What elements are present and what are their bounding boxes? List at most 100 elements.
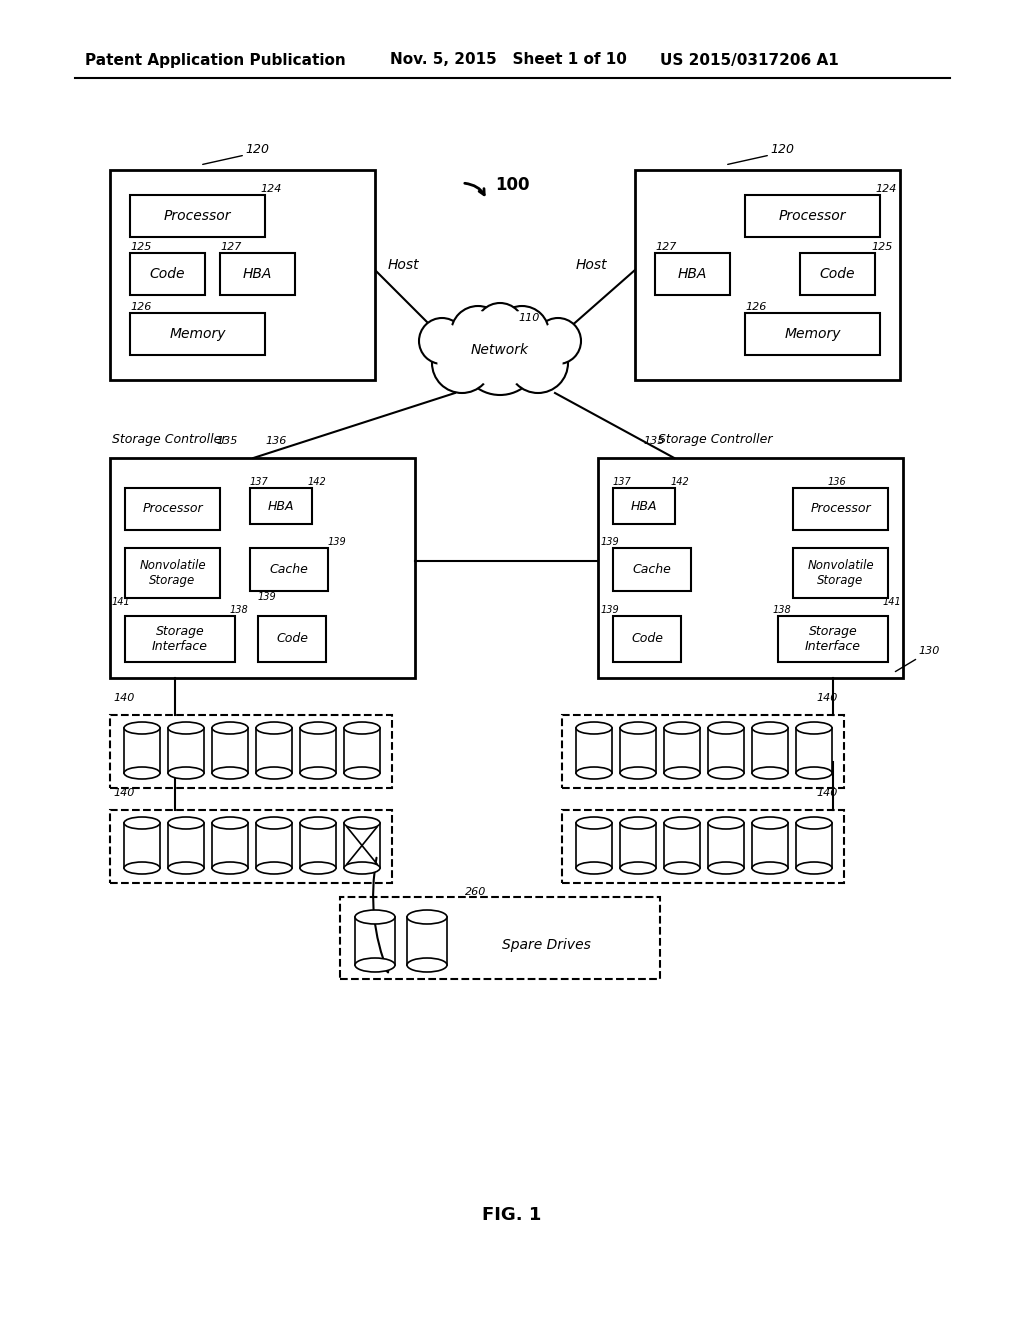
Bar [256, 729, 292, 774]
Text: 120: 120 [245, 143, 269, 156]
Text: Nonvolatile
Storage: Nonvolatile Storage [139, 558, 206, 587]
Ellipse shape [575, 767, 612, 779]
Bar [796, 822, 831, 869]
Ellipse shape [708, 722, 744, 734]
Text: Cache: Cache [269, 564, 308, 576]
Text: Storage
Interface: Storage Interface [152, 624, 208, 653]
Circle shape [432, 333, 492, 393]
Text: US 2015/0317206 A1: US 2015/0317206 A1 [660, 53, 839, 67]
Ellipse shape [355, 958, 395, 972]
Bar [300, 822, 336, 869]
Ellipse shape [708, 817, 744, 829]
Bar [355, 917, 395, 965]
Ellipse shape [752, 722, 788, 734]
Text: Storage Controller: Storage Controller [658, 433, 772, 446]
Text: Code: Code [150, 267, 185, 281]
FancyBboxPatch shape [340, 898, 660, 979]
Text: Code: Code [276, 632, 308, 645]
Text: 127: 127 [655, 242, 677, 252]
Ellipse shape [168, 862, 204, 874]
Text: Storage
Interface: Storage Interface [805, 624, 861, 653]
FancyBboxPatch shape [125, 616, 234, 663]
Bar [300, 729, 336, 774]
Bar [168, 729, 204, 774]
FancyBboxPatch shape [613, 488, 675, 524]
FancyBboxPatch shape [562, 715, 844, 788]
Text: Spare Drives: Spare Drives [502, 939, 591, 952]
FancyBboxPatch shape [258, 616, 326, 663]
FancyBboxPatch shape [250, 548, 328, 591]
Text: Storage Controller: Storage Controller [112, 433, 226, 446]
Ellipse shape [407, 909, 447, 924]
FancyBboxPatch shape [125, 548, 220, 598]
Ellipse shape [344, 722, 380, 734]
Bar [344, 822, 380, 869]
Ellipse shape [256, 862, 292, 874]
Bar [664, 822, 700, 869]
Ellipse shape [575, 817, 612, 829]
Ellipse shape [256, 767, 292, 779]
Circle shape [460, 315, 540, 395]
Bar [575, 822, 612, 869]
Text: 125: 125 [871, 242, 892, 252]
FancyBboxPatch shape [130, 253, 205, 294]
Text: 140: 140 [113, 693, 134, 704]
Circle shape [500, 312, 544, 355]
Ellipse shape [575, 862, 612, 874]
Ellipse shape [752, 817, 788, 829]
Ellipse shape [300, 862, 336, 874]
Text: Cache: Cache [633, 564, 672, 576]
Bar [344, 729, 380, 774]
Text: 138: 138 [230, 605, 249, 615]
Ellipse shape [407, 958, 447, 972]
Ellipse shape [168, 722, 204, 734]
Text: 125: 125 [130, 242, 152, 252]
FancyBboxPatch shape [598, 458, 903, 678]
Text: 110: 110 [518, 313, 540, 323]
Ellipse shape [344, 817, 380, 829]
FancyBboxPatch shape [110, 715, 392, 788]
Text: 140: 140 [816, 788, 838, 799]
Bar [752, 729, 788, 774]
Ellipse shape [752, 862, 788, 874]
Ellipse shape [124, 862, 160, 874]
Ellipse shape [212, 722, 248, 734]
Text: 141: 141 [883, 597, 902, 607]
Ellipse shape [796, 817, 831, 829]
Text: Processor: Processor [810, 503, 870, 516]
FancyBboxPatch shape [793, 488, 888, 531]
FancyBboxPatch shape [800, 253, 874, 294]
Text: Nov. 5, 2015   Sheet 1 of 10: Nov. 5, 2015 Sheet 1 of 10 [390, 53, 627, 67]
FancyBboxPatch shape [745, 313, 880, 355]
Text: 126: 126 [745, 302, 766, 312]
FancyBboxPatch shape [110, 458, 415, 678]
Text: 140: 140 [113, 788, 134, 799]
Text: 137: 137 [613, 477, 632, 487]
Text: 139: 139 [601, 537, 620, 546]
Text: 135: 135 [644, 436, 666, 446]
Circle shape [540, 322, 577, 360]
Ellipse shape [124, 767, 160, 779]
Bar [168, 822, 204, 869]
FancyBboxPatch shape [110, 170, 375, 380]
Circle shape [419, 318, 465, 364]
Text: Processor: Processor [142, 503, 203, 516]
Text: HBA: HBA [267, 499, 294, 512]
FancyBboxPatch shape [793, 548, 888, 598]
Bar [620, 822, 656, 869]
Text: HBA: HBA [678, 267, 708, 281]
Ellipse shape [796, 862, 831, 874]
Circle shape [513, 338, 562, 388]
Circle shape [476, 304, 524, 351]
Circle shape [437, 338, 486, 388]
FancyBboxPatch shape [655, 253, 730, 294]
Ellipse shape [212, 817, 248, 829]
Ellipse shape [344, 767, 380, 779]
FancyBboxPatch shape [778, 616, 888, 663]
Ellipse shape [212, 767, 248, 779]
Text: Code: Code [631, 632, 663, 645]
Text: FIG. 1: FIG. 1 [482, 1206, 542, 1224]
Text: Host: Host [575, 257, 607, 272]
Ellipse shape [344, 862, 380, 874]
Ellipse shape [300, 722, 336, 734]
